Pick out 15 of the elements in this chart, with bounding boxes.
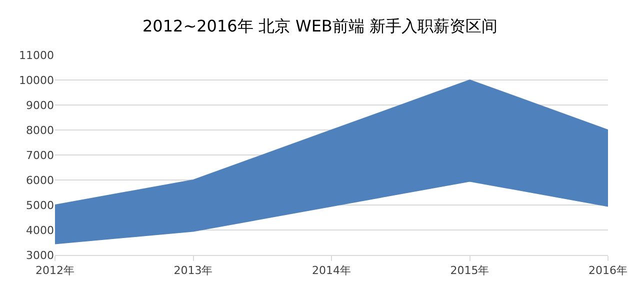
- y-tick-label: 4000: [26, 224, 54, 237]
- y-tick-label: 10000: [19, 74, 54, 87]
- chart-title: 2012~2016年 北京 WEB前端 新手入职薪资区间: [142, 16, 498, 36]
- y-tick-label: 8000: [26, 124, 54, 137]
- y-tick-label: 6000: [26, 174, 54, 187]
- y-tick-label: 5000: [26, 198, 54, 212]
- x-tick-label: 2015年: [450, 264, 490, 278]
- x-tick-label: 2013年: [174, 264, 213, 278]
- x-tick-label: 2014年: [312, 264, 351, 278]
- x-tick-label: 2016年: [588, 264, 628, 278]
- y-tick-label: 9000: [26, 98, 54, 112]
- y-tick-label: 7000: [26, 148, 54, 162]
- x-tick-label: 2012年: [36, 264, 74, 278]
- y-tick-label: 3000: [26, 248, 54, 262]
- y-tick-label: 11000: [19, 48, 54, 62]
